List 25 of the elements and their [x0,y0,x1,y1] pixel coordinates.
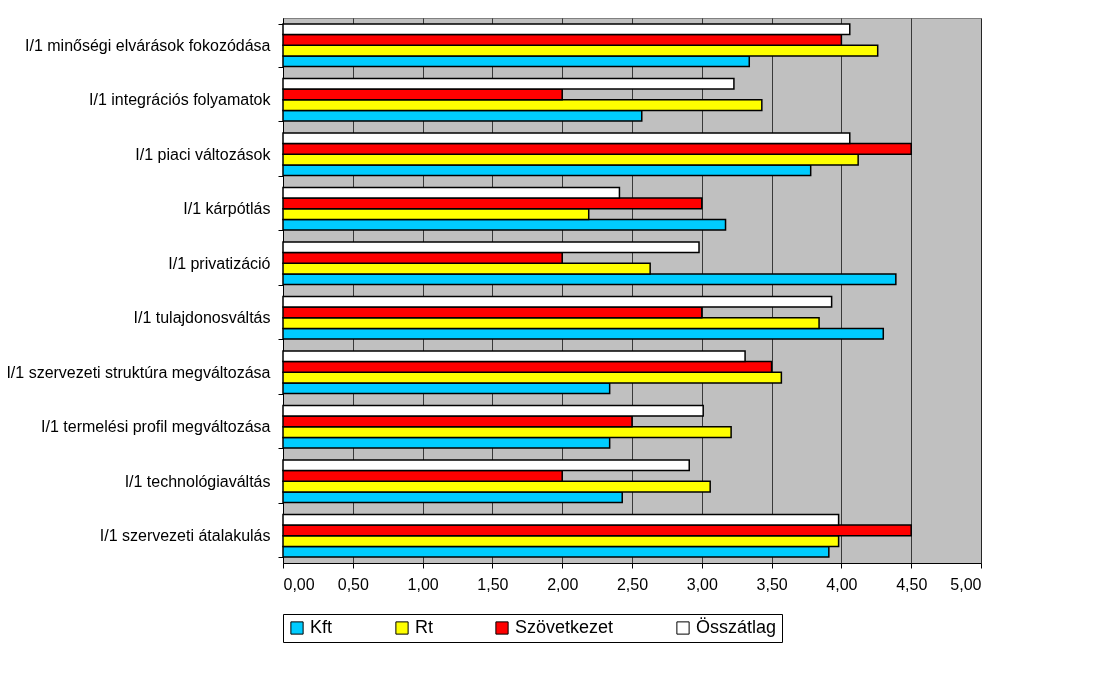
legend-label: Kft [310,617,333,637]
x-tick-label: 4,00 [826,575,858,593]
y-tick-label: I/1 termelési profil megváltozása [41,418,271,436]
x-tick-label: 0,50 [337,575,369,593]
legend-label: Szövetkezet [515,617,614,637]
legend-label: Rt [415,617,433,637]
x-tick-label: 2,50 [616,575,649,593]
legend-label: Összátlag [696,617,777,637]
x-tick-label: 1,00 [407,575,439,593]
y-tick-label: I/1 kárpótlás [183,200,271,218]
x-tick-label: 4,50 [896,575,928,593]
x-tick-label: 5,00 [950,575,982,593]
x-tick-label: 3,00 [686,575,718,593]
y-tick-label: I/1 minőségi elvárások fokozódása [25,36,271,54]
y-tick-label: I/1 tulajdonosváltás [133,309,271,327]
x-tick-label: 1,50 [477,575,509,593]
y-tick-label: I/1 szervezeti struktúra megváltozása [6,363,271,381]
y-tick-label: I/1 integrációs folyamatok [89,91,272,109]
y-tick-label: I/1 privatizáció [168,254,271,272]
x-tick-label: 2,00 [547,575,579,593]
x-tick-label: 3,50 [756,575,788,593]
y-tick-label: I/1 szervezeti átalakulás [99,527,271,545]
y-tick-label: I/1 technológiaváltás [124,472,271,490]
x-tick-label: 0,00 [283,575,315,593]
y-tick-label: I/1 piaci változások [135,145,272,163]
